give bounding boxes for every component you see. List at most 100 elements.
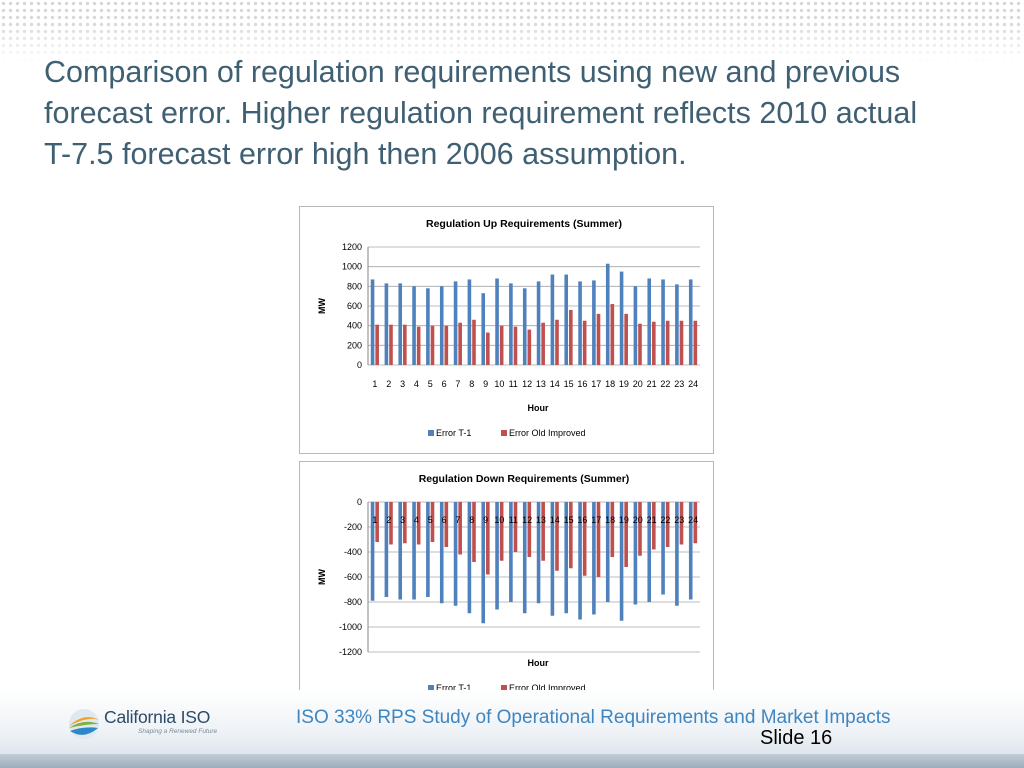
down-bar-error-old-improved [569, 502, 573, 569]
up-x-tick-label: 15 [564, 379, 574, 389]
up-x-tick-label: 23 [674, 379, 684, 389]
down-bar-error-old-improved [527, 502, 532, 557]
down-bar-error-old-improved [416, 502, 421, 545]
down-bar-error-t1 [550, 502, 555, 616]
up-x-tick-label: 8 [469, 379, 474, 389]
down-bar-error-t1 [688, 502, 693, 600]
up-legend-swatch [428, 430, 434, 436]
down-bar-error-old-improved [555, 502, 559, 571]
up-bar-error-t1 [398, 283, 403, 365]
up-bar-error-t1 [509, 283, 513, 365]
down-bar-error-t1 [536, 502, 541, 604]
down-x-tick-label: 20 [633, 515, 643, 525]
down-x-tick-label: 4 [414, 515, 419, 525]
up-x-tick-label: 1 [372, 379, 377, 389]
up-chart-title: Regulation Up Requirements (Summer) [426, 218, 622, 230]
up-bar-error-old-improved [569, 309, 573, 365]
up-bar-error-t1 [661, 279, 665, 365]
down-legend-label: Error T-1 [436, 683, 471, 693]
up-bar-error-t1 [592, 280, 596, 365]
down-x-tick-label: 14 [550, 515, 560, 525]
down-legend-swatch [501, 685, 507, 691]
down-bar-error-old-improved [652, 502, 656, 550]
down-bar-error-t1 [481, 502, 486, 624]
down-x-tick-label: 9 [483, 515, 488, 525]
down-bar-error-t1 [453, 502, 458, 606]
regulation-up-chart: Regulation Up Requirements (Summer) 0 200 4… [299, 206, 714, 454]
regulation-up-chart-svg: Regulation Up Requirements (Summer) 0 200 4… [317, 218, 700, 438]
up-x-tick-label: 2 [386, 379, 391, 389]
logo-globe-icon [69, 709, 99, 739]
up-y-tick-label: 0 [357, 360, 362, 370]
down-bar-error-t1 [426, 502, 430, 597]
up-bar-error-t1 [605, 263, 610, 365]
regulation-down-chart: Regulation Down Requirements (Summer) 0 -2… [299, 461, 714, 709]
down-x-tick-label: 2 [386, 515, 391, 525]
down-bar-error-old-improved [541, 502, 545, 561]
up-bar-error-old-improved [638, 323, 642, 365]
up-x-tick-label: 6 [442, 379, 447, 389]
down-bar-error-t1 [675, 502, 679, 606]
down-x-tick-label: 8 [469, 515, 474, 525]
down-bar-error-old-improved [624, 502, 628, 567]
up-x-tick-label: 16 [577, 379, 587, 389]
up-bar-error-t1 [619, 271, 624, 365]
up-bar-error-t1 [550, 274, 555, 365]
down-bar-error-old-improved [444, 502, 449, 547]
up-bar-error-t1 [481, 293, 486, 365]
up-x-tick-label: 22 [660, 379, 670, 389]
up-bar-error-t1 [467, 279, 472, 365]
up-bar-error-old-improved [624, 313, 628, 365]
down-bar-error-old-improved [665, 502, 670, 547]
down-bar-error-old-improved [375, 502, 379, 542]
up-bar-error-t1 [370, 279, 375, 365]
down-x-tick-label: 18 [605, 515, 615, 525]
up-y-tick-label: 400 [347, 321, 362, 331]
down-bar-error-t1 [412, 502, 416, 600]
down-x-tick-label: 11 [509, 515, 518, 525]
down-y-tick-label: -1000 [339, 622, 362, 632]
up-bar-error-t1 [453, 281, 458, 365]
up-x-tick-label: 11 [509, 379, 518, 389]
down-bar-error-t1 [661, 502, 665, 595]
dotted-header-pattern [0, 0, 1024, 62]
up-bar-error-old-improved [513, 326, 518, 365]
slide-title: Comparison of regulation requirements us… [44, 55, 918, 171]
down-bar-error-t1 [633, 502, 638, 605]
up-bar-error-old-improved [472, 319, 476, 365]
up-bar-error-old-improved [652, 321, 656, 365]
down-x-tick-label: 6 [442, 515, 447, 525]
down-bar-error-t1 [439, 502, 444, 604]
down-x-tick-label: 22 [660, 515, 670, 525]
up-x-tick-label: 12 [522, 379, 532, 389]
down-x-tick-label: 23 [674, 515, 684, 525]
down-y-axis-label: MW [317, 569, 327, 585]
down-bar-error-old-improved [596, 502, 601, 577]
down-bar-error-old-improved [610, 502, 615, 557]
down-bar-error-t1 [647, 502, 652, 602]
down-x-tick-label: 12 [522, 515, 532, 525]
down-bar-error-old-improved [389, 502, 393, 545]
up-bar-error-old-improved [555, 319, 559, 365]
up-bar-error-old-improved [375, 324, 379, 365]
down-x-tick-label: 15 [564, 515, 574, 525]
down-bar-error-t1 [578, 502, 582, 620]
up-bar-error-old-improved [416, 326, 421, 365]
down-bar-error-t1 [605, 502, 610, 602]
up-x-tick-label: 18 [605, 379, 615, 389]
down-x-tick-label: 13 [536, 515, 546, 525]
down-bar-error-old-improved [430, 502, 435, 542]
down-y-tick-label: 0 [357, 497, 362, 507]
up-bar-error-old-improved [527, 329, 532, 365]
up-bar-error-t1 [633, 286, 638, 365]
down-bar-error-old-improved [403, 502, 407, 544]
down-x-tick-label: 19 [619, 515, 629, 525]
up-y-axis-label: MW [317, 298, 327, 314]
down-y-tick-label: -600 [344, 572, 362, 582]
up-bar-error-t1 [384, 283, 389, 365]
down-bar-error-t1 [522, 502, 527, 614]
up-legend-label: Error T-1 [436, 428, 471, 438]
up-bar-error-t1 [412, 286, 416, 365]
up-bar-error-old-improved [444, 325, 449, 365]
up-x-tick-label: 3 [400, 379, 405, 389]
